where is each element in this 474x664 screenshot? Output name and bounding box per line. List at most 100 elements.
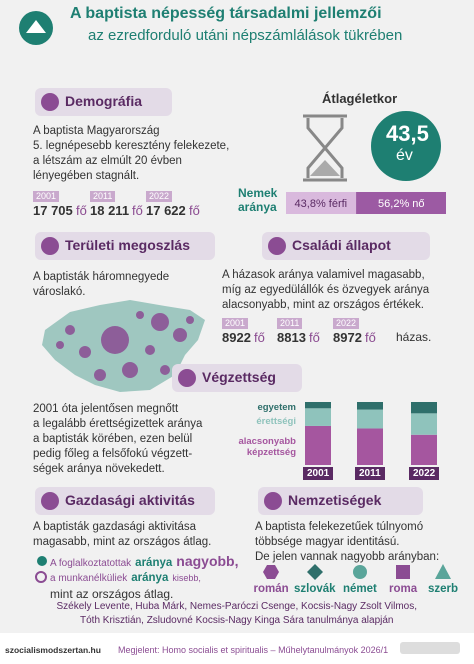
age-heading: Átlagéletkor — [322, 91, 398, 106]
nationality-label: roma — [389, 583, 418, 595]
paragraph-line: alacsonyabb, mint az országos értékek. — [222, 299, 424, 311]
year-box — [303, 467, 333, 480]
subtitle: az ezredforduló utáni népszámlálások tük… — [88, 27, 403, 44]
legend-label: érettségi — [256, 416, 296, 427]
employed-icon — [37, 556, 47, 566]
unit: fő — [254, 330, 265, 345]
nationality-label: szlovák — [294, 583, 336, 595]
count: 17 705 — [33, 203, 73, 218]
year-box — [409, 467, 439, 480]
gender-value-label: 43,8% férfi — [294, 198, 348, 210]
paragraph-line: városlakó. — [33, 286, 86, 298]
gender-value-label: 56,2% nő — [378, 198, 425, 210]
legend-label: egyetem — [257, 402, 296, 413]
section-icon — [41, 492, 59, 510]
paragraph-line: a létszám az elmúlt 20 évben — [33, 155, 182, 167]
gender-segment — [286, 192, 357, 214]
nationality-label: román — [253, 583, 289, 595]
section-heading: Családi állapot — [292, 237, 391, 253]
map — [42, 300, 205, 392]
section-heading: Területi megoszlás — [65, 237, 191, 253]
age-value: 43,5 — [386, 121, 429, 146]
gender-segment — [356, 192, 446, 214]
bar-segment — [305, 425, 331, 465]
site: szocialismodszertan.hu — [5, 645, 101, 655]
title: A baptista népesség társadalmi jellemzői — [70, 5, 382, 22]
section-icon — [268, 237, 286, 255]
paragraph-line: A házasok aránya valamivel magasabb, — [222, 269, 425, 281]
nationality-icons — [263, 564, 451, 580]
age-unit: év — [396, 147, 413, 164]
paragraph-line: A baptisták háromnegyede — [33, 271, 170, 283]
published: Megjelent: Homo socialis et spiritualis … — [118, 645, 389, 655]
paragraph-line: A baptista felekezetűek túlnyomó — [255, 521, 424, 533]
hourglass-icon — [303, 114, 347, 182]
gender-label: aránya — [238, 200, 277, 214]
paragraph-line: a baptisták körében, ezen belül — [33, 433, 193, 445]
paragraph-line: A baptista Magyarország — [33, 125, 160, 137]
mixed-line: A foglalkoztatottak aránya nagyobb, — [50, 554, 243, 571]
closing-line: mint az országos átlag. — [50, 587, 174, 601]
unit: fő — [132, 203, 143, 218]
year-tag: 2011 — [277, 318, 303, 329]
section-icon — [41, 237, 59, 255]
bar-segment — [411, 402, 437, 414]
paragraph-line: magasabb, mint az országos átlag. — [33, 536, 212, 548]
year-box — [355, 467, 385, 480]
section-icon — [178, 369, 196, 387]
year-tag: 2001 — [222, 318, 249, 329]
year-tag: 2022 — [333, 318, 360, 329]
paragraph-line: 2001 óta jelentősen megnőtt — [33, 403, 179, 415]
x-tick-label: 2011 — [359, 468, 381, 479]
paragraph-line: De jelen vannak nagyobb arányban: — [255, 551, 440, 563]
bar-segment — [411, 434, 437, 465]
paragraph-line: a legalább érettségizettek aránya — [33, 418, 203, 430]
paragraph-line: lényegében stagnált. — [33, 170, 140, 182]
section-pill — [35, 232, 215, 260]
section-pill — [172, 364, 302, 392]
gender-label: Nemek — [238, 186, 278, 200]
count: 17 622 — [146, 203, 186, 218]
section-icon — [264, 492, 282, 510]
paragraph-line: míg az egyedülállók és özvegyek aránya — [222, 284, 430, 296]
mixed-line: a munkanélküliek aránya kisebb, — [50, 571, 205, 586]
phrase: A foglalkoztatottak — [50, 558, 132, 569]
section-heading: Gazdasági aktivitás — [65, 492, 195, 508]
count: 8972 — [333, 330, 362, 345]
section-pill — [35, 88, 172, 116]
count: 8813 — [277, 330, 306, 345]
phrase: nagyobb, — [176, 553, 239, 569]
married-label: házas. — [396, 330, 432, 344]
logo-mark — [26, 20, 46, 33]
paragraph-line: ségek aránya növekedett. — [33, 463, 165, 475]
bar-segment — [305, 408, 331, 426]
bar-segment — [357, 402, 383, 410]
phrase: kisebb, — [172, 573, 201, 583]
paragraph-line: A baptisták gazdasági aktivitása — [33, 521, 197, 533]
paragraph-line: 5. legnépesebb keresztény felekezete, — [33, 140, 230, 152]
section-heading: Nemzetiségek — [288, 492, 382, 508]
sand — [310, 160, 340, 176]
unit: fő — [189, 203, 200, 218]
paragraph-line: pedig főleg a felsőfokú végzett- — [33, 448, 193, 460]
section-pill — [35, 487, 215, 515]
section-pill — [258, 487, 423, 515]
section-heading: Végzettség — [202, 369, 276, 385]
bar-segment — [305, 402, 331, 409]
nationality-label: szerb — [428, 583, 459, 595]
year-tag: 2011 — [90, 191, 116, 202]
phrase: a munkanélküliek — [50, 573, 128, 584]
unit: fő — [76, 203, 87, 218]
phrase: aránya — [135, 557, 173, 569]
unit: fő — [309, 330, 320, 345]
bar-segment — [357, 428, 383, 465]
section-heading: Demográfia — [65, 93, 143, 109]
nationality-label: német — [343, 583, 377, 595]
year-tag: 2022 — [146, 191, 173, 202]
x-tick-label: 2001 — [307, 468, 330, 479]
phrase: aránya — [131, 572, 169, 584]
section-pill — [262, 232, 430, 260]
paragraph-line: többsége magyar identitású. — [255, 536, 400, 548]
